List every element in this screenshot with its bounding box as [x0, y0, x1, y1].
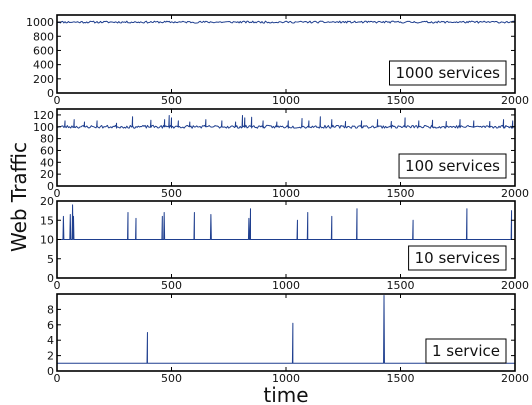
y-tick-label: 8 — [47, 303, 54, 316]
legend-box — [389, 60, 507, 86]
y-tick-label: 4 — [47, 334, 54, 347]
x-tick-label: 500 — [161, 279, 182, 292]
x-tick-label: 1000 — [272, 187, 300, 200]
y-tick-label: 600 — [33, 44, 54, 57]
legend-label: 1000 services — [396, 64, 501, 82]
x-tick-label: 2000 — [501, 187, 529, 200]
x-tick-label: 2000 — [501, 94, 529, 107]
x-tick-label: 1500 — [387, 372, 415, 385]
y-tick-label: 200 — [33, 73, 54, 86]
y-tick-label: 0 — [47, 365, 54, 378]
legend-label: 10 services — [415, 249, 501, 267]
legend-box — [408, 245, 507, 271]
y-tick-label: 60 — [40, 144, 54, 157]
y-tick-label: 0 — [47, 180, 54, 193]
y-tick-label: 20 — [40, 195, 54, 208]
y-tick-label: 15 — [40, 214, 54, 227]
y-tick-label: 120 — [33, 109, 54, 122]
x-tick-label: 500 — [161, 372, 182, 385]
x-tick-label: 1500 — [387, 187, 415, 200]
x-tick-label: 1000 — [272, 279, 300, 292]
x-tick-label: 1500 — [387, 279, 415, 292]
y-tick-label: 0 — [47, 87, 54, 100]
series-line-2 — [56, 115, 516, 129]
y-tick-label: 0 — [47, 272, 54, 285]
y-tick-label: 20 — [40, 168, 54, 181]
series-line-3 — [57, 204, 515, 240]
legend-label: 1 service — [432, 342, 500, 360]
x-tick-label: 2000 — [501, 372, 529, 385]
y-tick-label: 10 — [40, 234, 54, 247]
y-tick-label: 6 — [47, 319, 54, 332]
y-tick-label: 80 — [40, 133, 54, 146]
x-tick-label: 0 — [54, 372, 61, 385]
x-tick-label: 1000 — [272, 372, 300, 385]
y-tick-label: 400 — [33, 59, 54, 72]
x-tick-label: 2000 — [501, 279, 529, 292]
y-tick-label: 2 — [47, 350, 54, 363]
x-tick-label: 1000 — [272, 94, 300, 107]
series-line-1 — [56, 20, 516, 24]
y-tick-label: 40 — [40, 156, 54, 169]
x-axis-label: time — [263, 383, 308, 405]
legend-box — [398, 153, 507, 179]
x-tick-label: 500 — [161, 187, 182, 200]
x-tick-label: 1500 — [387, 94, 415, 107]
x-tick-label: 0 — [54, 94, 61, 107]
y-tick-label: 100 — [33, 121, 54, 134]
legend-box — [425, 338, 507, 364]
y-axis-label: Web Traffic — [7, 142, 31, 252]
y-tick-label: 5 — [47, 253, 54, 266]
x-tick-label: 0 — [54, 187, 61, 200]
y-tick-label: 800 — [33, 30, 54, 43]
y-tick-label: 1000 — [26, 16, 54, 29]
x-tick-label: 0 — [54, 279, 61, 292]
legend-label: 100 services — [405, 157, 500, 175]
x-tick-label: 500 — [161, 94, 182, 107]
